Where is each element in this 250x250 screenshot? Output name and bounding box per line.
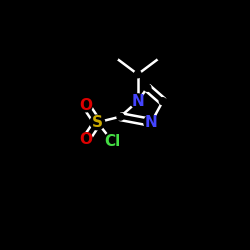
Circle shape [117, 113, 124, 120]
Circle shape [144, 84, 151, 91]
Text: O: O [79, 132, 92, 147]
Circle shape [144, 115, 158, 130]
Text: O: O [79, 98, 92, 112]
Text: N: N [145, 115, 158, 130]
Circle shape [90, 115, 105, 130]
Circle shape [111, 54, 118, 60]
Text: Cl: Cl [104, 134, 121, 149]
Text: N: N [132, 94, 144, 109]
Circle shape [159, 98, 166, 105]
Circle shape [158, 54, 164, 60]
Circle shape [130, 94, 145, 108]
Circle shape [104, 132, 122, 151]
Circle shape [79, 133, 92, 146]
Circle shape [79, 98, 92, 112]
Circle shape [134, 71, 141, 78]
Text: S: S [92, 115, 103, 130]
